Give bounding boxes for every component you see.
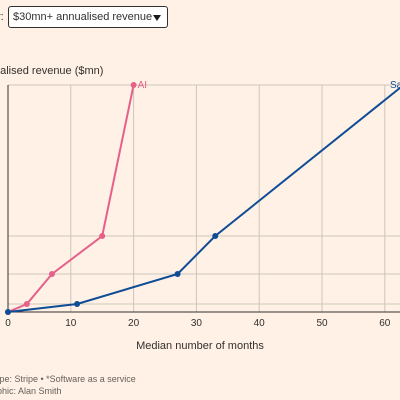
- sa-series-line: [7, 86, 400, 313]
- line-chart: 0 10 20 30 40 50 60 AI Sa: [5, 80, 400, 329]
- ai-series-label: AI: [138, 80, 147, 91]
- filter-label: r:: [0, 11, 4, 23]
- revenue-threshold-select-value: $30mn+ annualised revenue: [13, 11, 153, 23]
- graphic-credit: aphic: Alan Smith: [0, 386, 62, 396]
- sa-data-point: [174, 271, 181, 277]
- revenue-threshold-select[interactable]: $30mn+ annualised revenue: [8, 6, 168, 28]
- x-tick-label: 60: [379, 318, 391, 329]
- x-tick-label: 50: [316, 318, 328, 329]
- chevron-down-icon: [153, 15, 161, 21]
- x-axis-label: Median number of months: [136, 340, 264, 352]
- sa-data-point: [212, 233, 219, 239]
- x-tick-label: 0: [5, 318, 11, 329]
- x-tick-label: 30: [191, 318, 203, 329]
- ai-data-point: [23, 301, 30, 307]
- sa-data-point: [74, 301, 81, 307]
- source-note: tripe: Stripe • *Software as a service: [0, 374, 136, 384]
- x-tick-label: 20: [128, 318, 140, 329]
- ai-data-point: [130, 82, 137, 88]
- ai-data-point: [99, 233, 106, 239]
- filter-row: r: $30mn+ annualised revenue: [0, 6, 400, 30]
- x-tick-label: 10: [65, 318, 77, 329]
- sa-series-label: Sa: [390, 80, 400, 91]
- x-tick-label: 40: [254, 318, 266, 329]
- ai-data-point: [48, 271, 55, 277]
- sa-data-point: [5, 309, 11, 315]
- y-axis-label: ualised revenue ($mn): [0, 65, 104, 77]
